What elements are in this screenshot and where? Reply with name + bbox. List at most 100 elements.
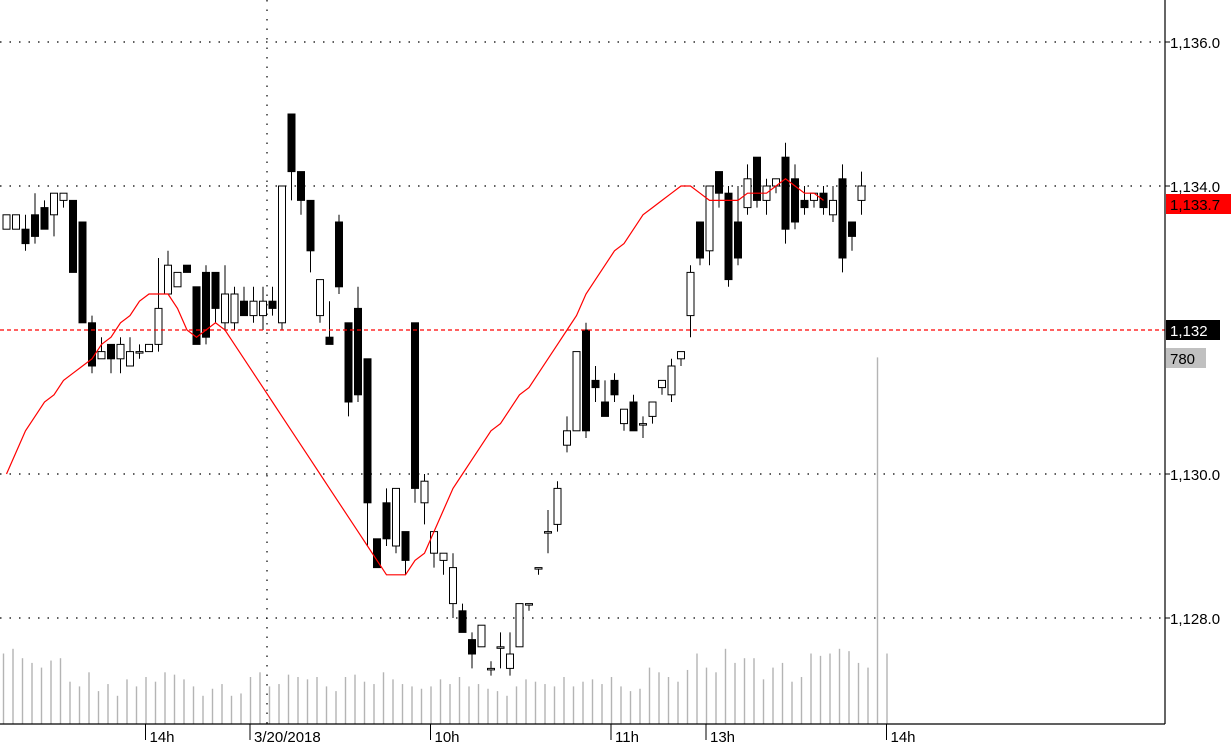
candle-down <box>715 171 723 194</box>
candle-down <box>297 171 305 201</box>
candle-down <box>838 178 847 259</box>
candle-down <box>78 221 87 324</box>
candle-down <box>753 156 761 201</box>
candle-down <box>791 178 799 223</box>
candle-up <box>534 567 543 570</box>
candle-up <box>278 185 286 324</box>
candle-up <box>145 343 153 353</box>
candlesticks <box>2 113 866 676</box>
candle-up <box>97 351 106 360</box>
candle-up <box>2 214 11 230</box>
candle-up <box>487 667 495 671</box>
candle-down <box>344 322 353 403</box>
candle-up <box>525 603 533 606</box>
candle-up <box>259 300 267 317</box>
candle-up <box>686 271 695 317</box>
last-price-tag-label: 1,132 <box>1170 323 1208 340</box>
candle-down <box>211 271 220 309</box>
moving-average-tag-label: 1,133.7 <box>1170 197 1220 214</box>
candle-up <box>392 487 400 547</box>
candle-up <box>496 646 505 649</box>
candle-down <box>582 329 590 432</box>
candle-down <box>354 307 362 396</box>
candle-down <box>411 322 419 489</box>
candle-up <box>230 293 239 324</box>
volume-bars <box>2 357 888 724</box>
candle-down <box>306 199 315 252</box>
candle-up <box>563 430 571 446</box>
candle-up <box>620 408 628 425</box>
candle-up <box>164 264 172 295</box>
candle-down <box>610 379 619 396</box>
candle-down <box>382 502 391 540</box>
axes <box>0 0 1166 725</box>
candle-down <box>458 610 467 633</box>
candle-up <box>50 192 58 216</box>
candle-down <box>192 286 201 345</box>
candle-down <box>601 401 609 417</box>
candle-down <box>401 531 410 561</box>
x-tick-label: 10h <box>435 729 460 744</box>
candle-up <box>420 480 429 504</box>
candle-down <box>107 343 115 360</box>
candle-down <box>848 221 856 237</box>
x-tick-label: 14h <box>891 729 916 744</box>
y-axis-tick-labels: 1,136.0 1,134.0 1,130.0 1,128.0 <box>1165 35 1220 628</box>
volume-tag <box>1166 348 1206 368</box>
candle-down <box>734 221 742 259</box>
candle-down <box>21 228 30 245</box>
x-tick-label: 13h <box>710 729 735 744</box>
candle-up <box>477 624 486 648</box>
candle-up <box>639 423 647 426</box>
x-tick-label: 3/20/2018 <box>254 729 321 744</box>
candle-down <box>373 538 381 569</box>
candle-down <box>287 113 296 173</box>
y-tick-label: 1,136.0 <box>1170 35 1220 52</box>
candle-up <box>116 343 125 360</box>
candle-up <box>667 365 676 396</box>
candle-up <box>449 567 457 605</box>
last-price-tag <box>1166 320 1220 340</box>
candle-down <box>325 336 334 345</box>
candle-down <box>696 221 704 259</box>
candle-up <box>658 379 666 389</box>
candle-up <box>439 552 448 561</box>
candle-down <box>468 639 476 655</box>
candle-up <box>810 192 818 201</box>
candle-down <box>724 192 733 281</box>
price-tags: 1,133.7 1,132 780 <box>1166 194 1231 368</box>
candle-up <box>135 351 144 354</box>
moving-average-tag <box>1166 194 1231 214</box>
candle-up <box>430 531 438 554</box>
y-tick-label: 1,128.0 <box>1170 611 1220 628</box>
candle-down <box>40 207 49 230</box>
candle-up <box>677 351 685 360</box>
candle-down <box>31 214 39 237</box>
candle-down <box>69 199 77 273</box>
candle-up <box>249 300 258 317</box>
candle-up <box>572 351 581 432</box>
candle-up <box>857 185 866 201</box>
candle-down <box>591 379 600 389</box>
candle-up <box>544 531 552 534</box>
candle-down <box>202 271 210 338</box>
candle-up <box>12 214 20 230</box>
candle-down <box>335 221 343 288</box>
x-tick-label: 11h <box>615 729 639 744</box>
candle-down <box>781 156 790 230</box>
candle-down <box>240 300 248 317</box>
candle-up <box>829 199 837 216</box>
y-tick-label: 1,130.0 <box>1170 467 1220 484</box>
candle-up <box>59 192 68 201</box>
candle-up <box>126 351 134 367</box>
y-tick-label: 1,134.0 <box>1170 179 1220 196</box>
candle-up <box>705 185 714 252</box>
candle-down <box>629 401 638 432</box>
candle-up <box>316 279 324 317</box>
candle-up <box>154 307 163 345</box>
candle-up <box>506 653 514 669</box>
candle-down <box>88 322 96 367</box>
x-tick-label: 14h <box>150 729 175 744</box>
